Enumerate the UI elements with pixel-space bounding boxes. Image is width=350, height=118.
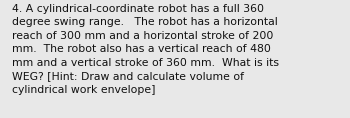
Text: 4. A cylindrical-coordinate robot has a full 360
degree swing range.   The robot: 4. A cylindrical-coordinate robot has a … [12,4,279,95]
